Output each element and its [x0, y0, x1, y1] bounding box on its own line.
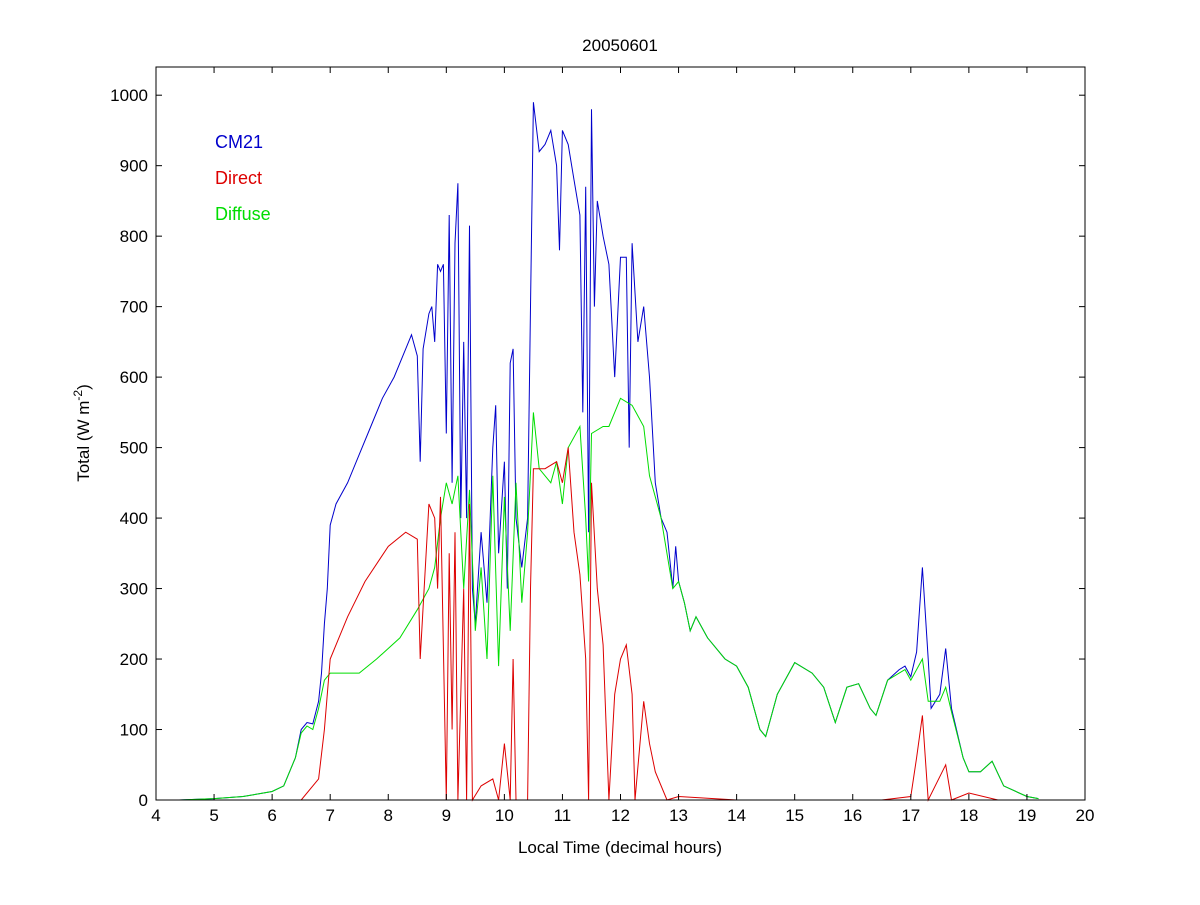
x-tick-label: 12: [611, 806, 630, 825]
series-line-diffuse: [179, 397, 1039, 801]
x-tick-label: 7: [325, 806, 334, 825]
y-tick-label: 600: [120, 368, 148, 387]
y-tick-label: 300: [120, 580, 148, 599]
legend-entry-direct: Direct: [215, 168, 262, 188]
axis-ticks: 4 5 6 7 8 9 10 11 12 13 14 15 16 17 18 19 20010020030040…: [110, 67, 1094, 825]
x-axis-label: Local Time (decimal hours): [518, 838, 722, 857]
y-tick-label: 1000: [110, 86, 148, 105]
y-axis-label: Total (W m-2): [71, 384, 93, 482]
y-axis-label-main: Total (W m: [74, 401, 93, 482]
x-tick-label: 18: [959, 806, 978, 825]
x-tick-label: 15: [785, 806, 804, 825]
x-tick-label: 11: [554, 806, 572, 825]
legend-entry-diffuse: Diffuse: [215, 204, 271, 224]
x-tick-label: 19: [1017, 806, 1036, 825]
x-tick-label: 13: [669, 806, 688, 825]
x-tick-label: 10: [495, 806, 514, 825]
y-tick-label: 900: [120, 157, 148, 176]
y-tick-label: 700: [120, 298, 148, 317]
y-tick-label: 500: [120, 439, 148, 458]
x-tick-label: 4: [151, 806, 160, 825]
y-axis-label-end: ): [74, 384, 93, 390]
series-line-direct: [283, 447, 999, 802]
x-tick-label: 16: [843, 806, 862, 825]
x-tick-label: 5: [209, 806, 218, 825]
x-tick-label: 14: [727, 806, 746, 825]
y-tick-label: 800: [120, 227, 148, 246]
series-layer: [179, 102, 1039, 802]
y-tick-label: 200: [120, 650, 148, 669]
legend: CM21 Direct Diffuse: [215, 132, 271, 224]
y-axis-label-sup: -2: [71, 390, 85, 401]
x-tick-label: 6: [267, 806, 276, 825]
x-tick-label: 9: [442, 806, 451, 825]
y-tick-label: 0: [139, 791, 148, 810]
y-tick-label: 400: [120, 509, 148, 528]
y-tick-label: 100: [120, 721, 148, 740]
x-tick-label: 20: [1076, 806, 1095, 825]
chart-title: 20050601: [582, 36, 658, 55]
x-tick-label: 8: [384, 806, 393, 825]
legend-entry-cm21: CM21: [215, 132, 263, 152]
x-tick-label: 17: [901, 806, 920, 825]
